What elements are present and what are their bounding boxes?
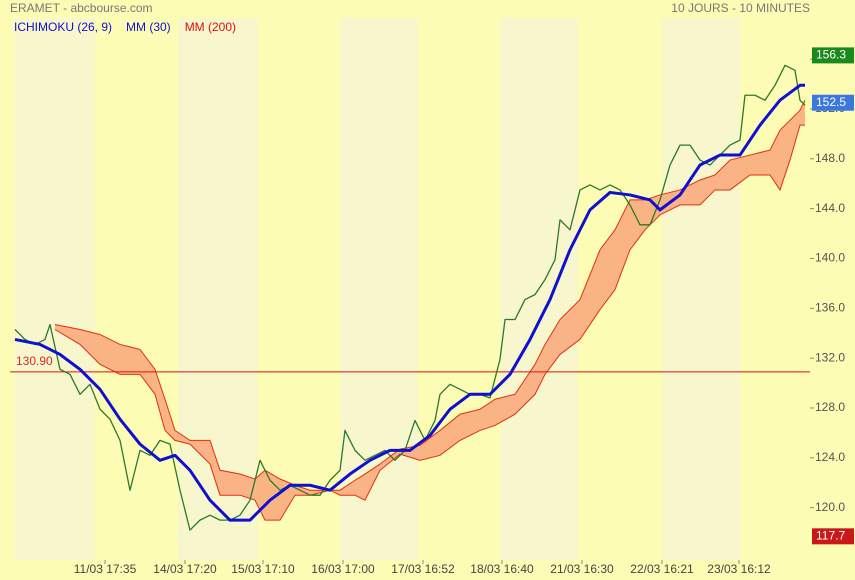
- chart-subtitle: 10 JOURS - 10 MINUTES: [671, 1, 810, 15]
- x-tick-label: 16/03 17:00: [311, 562, 375, 576]
- x-tick-label: 15/03 17:10: [231, 562, 295, 576]
- x-tick-label: 14/03 17:20: [153, 562, 217, 576]
- x-tick-label: 22/03 16:21: [630, 562, 694, 576]
- y-tick-label: 148.0: [815, 151, 845, 165]
- y-tick-label: 136.0: [815, 300, 845, 314]
- legend-entry: ICHIMOKU (26, 9): [14, 20, 112, 34]
- day-band: [340, 18, 418, 560]
- series-line: [14, 83, 805, 522]
- y-tick-label: 144.0: [815, 201, 845, 215]
- y-tick-label: 120.0: [815, 500, 845, 514]
- reference-label: 130.90: [16, 354, 53, 368]
- price-marker: [812, 47, 854, 64]
- price-marker: [812, 94, 854, 111]
- price-marker-label: 152.5: [816, 95, 846, 109]
- day-band: [15, 18, 95, 560]
- y-tick-label: 132.0: [815, 350, 845, 364]
- price-marker-label: 117.7: [816, 528, 845, 542]
- legend-entry: MM (30): [126, 20, 171, 34]
- chart-title: ERAMET - abcbourse.com: [10, 1, 153, 15]
- legend-entry: MM (200): [185, 20, 236, 34]
- y-tick-label: 140.0: [815, 251, 845, 265]
- x-tick-label: 11/03 17:35: [74, 562, 137, 576]
- price-marker: [812, 528, 854, 545]
- x-tick-label: 17/03 16:52: [391, 562, 455, 576]
- x-tick-label: 18/03 16:40: [470, 562, 534, 576]
- day-band: [662, 18, 740, 560]
- y-tick-label: 128.0: [815, 400, 845, 414]
- cloud-edge: [54, 100, 806, 491]
- cloud-edge: [54, 124, 805, 521]
- y-tick-label: 124.0: [815, 450, 845, 464]
- price-marker-label: 156.3: [816, 48, 846, 62]
- x-tick-label: 21/03 16:30: [550, 562, 614, 576]
- series-line: [14, 64, 806, 531]
- x-tick-label: 23/03 16:12: [707, 562, 771, 576]
